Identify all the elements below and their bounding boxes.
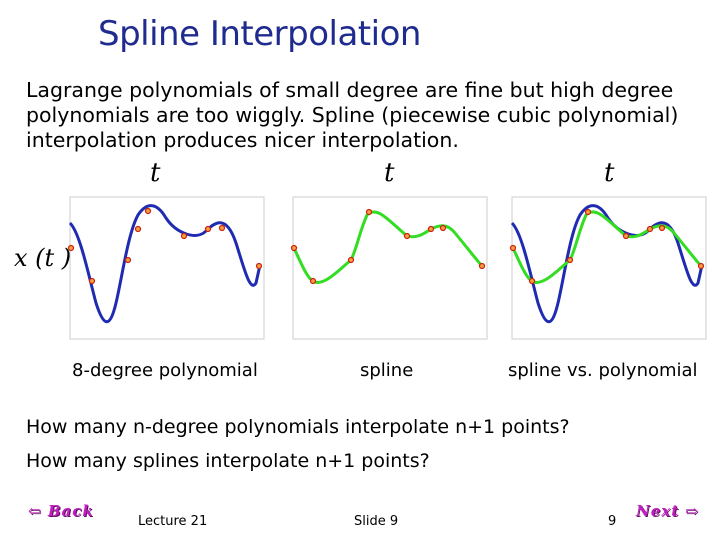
spline-vs-polynomial-plot bbox=[509, 196, 707, 340]
footer-slide: Slide 9 bbox=[354, 514, 399, 529]
back-button[interactable]: ⇦ Back bbox=[28, 502, 94, 520]
question-1: How many n-degree polynomials interpolat… bbox=[26, 416, 570, 438]
t-axis-label-1: t bbox=[150, 158, 161, 188]
polynomial-plot bbox=[67, 196, 265, 340]
right-arrow-icon: ⇨ bbox=[685, 502, 699, 520]
body-line: polynomials are too wiggly. Spline (piec… bbox=[26, 103, 679, 127]
question-2: How many splines interpolate n+1 points? bbox=[26, 450, 430, 472]
caption-spline: spline bbox=[360, 360, 414, 381]
body-line: interpolation produces nicer interpolati… bbox=[26, 128, 459, 152]
t-axis-label-3: t bbox=[604, 158, 615, 188]
footer-lecture: Lecture 21 bbox=[138, 514, 208, 529]
x-of-t-label: x (t ) bbox=[14, 244, 72, 272]
t-axis-label-2: t bbox=[384, 158, 395, 188]
slide-body: Lagrange polynomials of small degree are… bbox=[26, 78, 706, 153]
body-line: Lagrange polynomials of small degree are… bbox=[26, 78, 674, 102]
footer-page-number: 9 bbox=[608, 514, 617, 529]
caption-polynomial: 8-degree polynomial bbox=[72, 360, 258, 381]
next-button[interactable]: Next ⇨ bbox=[636, 502, 699, 520]
caption-spline-vs-polynomial: spline vs. polynomial bbox=[508, 360, 698, 381]
slide-title: Spline Interpolation bbox=[98, 14, 421, 54]
back-label: Back bbox=[47, 502, 94, 520]
left-arrow-icon: ⇦ bbox=[28, 502, 42, 520]
next-label: Next bbox=[636, 502, 680, 520]
spline-plot bbox=[290, 196, 488, 340]
